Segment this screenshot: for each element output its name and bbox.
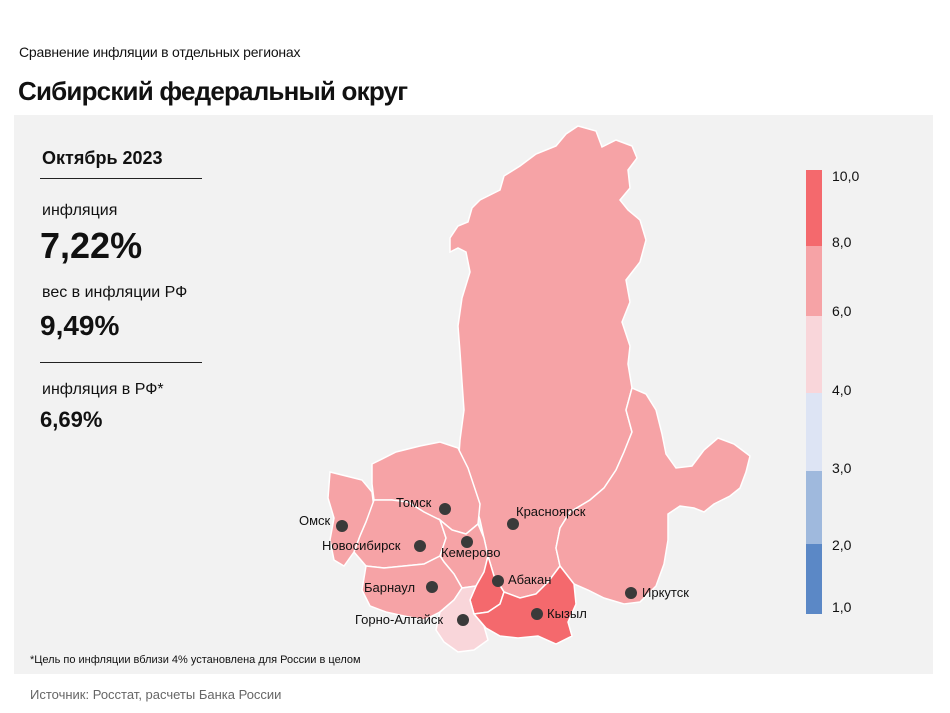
city-marker-krasnoyarsk (507, 518, 519, 530)
inflation-value: 7,22% (40, 225, 143, 266)
legend-tick: 6,0 (832, 303, 852, 319)
city-marker-novosibirsk (414, 540, 426, 552)
legend-band-6-8 (806, 246, 822, 316)
city-marker-omsk (336, 520, 348, 532)
city-marker-barnaul (426, 581, 438, 593)
city-marker-kemerovo (461, 536, 473, 548)
page-subtitle: Сравнение инфляции в отдельных регионах (19, 44, 301, 60)
legend-tick: 4,0 (832, 382, 852, 398)
legend-band-1-2 (806, 544, 822, 614)
legend-tick: 2,0 (832, 537, 852, 553)
city-marker-tomsk (439, 503, 451, 515)
weight-value: 9,49% (40, 310, 120, 341)
source-note: Источник: Росстат, расчеты Банка России (30, 687, 282, 702)
period-label: Октябрь 2023 (42, 148, 163, 168)
rf-inflation-label: инфляция в РФ* (42, 381, 164, 398)
page-title: Сибирский федеральный округ (18, 76, 408, 106)
city-markers: Томск Омск Красноярск Новосибирск Кемеро… (299, 495, 689, 627)
region-tuva (472, 564, 577, 645)
city-label-gorno-altaisk: Горно-Алтайск (355, 612, 443, 627)
legend-band-3-4 (806, 393, 822, 471)
city-label-omsk: Омск (299, 513, 331, 528)
city-marker-gorno-altaisk (457, 614, 469, 626)
legend-tick: 1,0 (832, 599, 852, 615)
city-label-abakan: Абакан (508, 572, 551, 587)
legend-tick: 8,0 (832, 234, 852, 250)
divider-bottom (40, 362, 202, 363)
color-scale-legend: 10,0 8,0 6,0 4,0 3,0 2,0 1,0 (806, 168, 859, 615)
legend-tick: 3,0 (832, 460, 852, 476)
city-label-tomsk: Томск (396, 495, 432, 510)
city-label-barnaul: Барнаул (364, 580, 415, 595)
legend-tick: 10,0 (832, 168, 859, 184)
city-label-krasnoyarsk: Красноярск (516, 504, 586, 519)
divider-top (40, 178, 202, 179)
city-marker-irkutsk (625, 587, 637, 599)
city-label-kyzyl: Кызыл (547, 606, 587, 621)
city-label-kemerovo: Кемерово (441, 545, 500, 560)
city-label-novosibirsk: Новосибирск (322, 538, 401, 553)
footnote: *Цель по инфляции вблизи 4% установлена … (30, 654, 361, 666)
legend-band-2-3 (806, 471, 822, 544)
inflation-label: инфляция (42, 202, 118, 219)
city-marker-kyzyl (531, 608, 543, 620)
region-irkutsk (555, 386, 751, 605)
legend-band-8-10 (806, 170, 822, 246)
rf-inflation-value: 6,69% (40, 407, 103, 432)
city-label-irkutsk: Иркутск (642, 585, 689, 600)
city-marker-abakan (492, 575, 504, 587)
legend-band-4-6 (806, 316, 822, 393)
weight-label: вес в инфляции РФ (42, 284, 188, 301)
